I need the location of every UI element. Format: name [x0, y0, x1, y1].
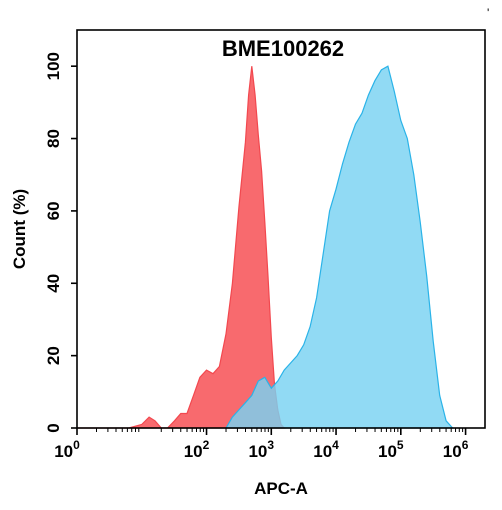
x-tick-exponent: 5	[397, 438, 404, 452]
x-tick-exponent: 6	[462, 438, 469, 452]
y-tick-label: 100	[44, 52, 63, 80]
x-tick-label: 100	[54, 438, 80, 461]
x-tick-label: 106	[443, 438, 469, 461]
series-layer	[77, 65, 454, 429]
label-layer: 020406080100100102103104105106107108109.…	[44, 52, 469, 461]
tick-layer	[71, 65, 467, 435]
x-tick-base: 10	[184, 442, 203, 461]
x-tick-exponent: 3	[267, 438, 274, 452]
x-tick-label: 102	[184, 438, 210, 461]
chart-title: BME100262	[222, 36, 344, 61]
x-tick-label: 104	[313, 438, 339, 461]
y-axis-title: Count (%)	[10, 189, 29, 269]
x-tick-base: 10	[443, 442, 462, 461]
x-axis-title: APC-A	[254, 479, 308, 498]
x-tick-base: 10	[248, 442, 267, 461]
y-tick-label: 40	[44, 274, 63, 293]
corner-mark: '	[487, 6, 489, 20]
x-tick-base: 10	[54, 442, 73, 461]
x-tick-exponent: 0	[73, 438, 80, 452]
y-tick-label: 20	[44, 346, 63, 365]
x-tick-label: 105	[378, 438, 404, 461]
plot-frame	[76, 29, 486, 429]
y-tick-label: 60	[44, 201, 63, 220]
x-tick-label: 103	[248, 438, 274, 461]
series-1-area	[77, 66, 286, 429]
x-tick-base: 10	[378, 442, 397, 461]
series-2-area	[224, 65, 454, 429]
x-tick-exponent: 4	[332, 438, 339, 452]
y-tick-label: 0	[44, 423, 63, 432]
y-tick-label: 80	[44, 129, 63, 148]
x-tick-base: 10	[313, 442, 332, 461]
x-tick-exponent: 2	[203, 438, 210, 452]
